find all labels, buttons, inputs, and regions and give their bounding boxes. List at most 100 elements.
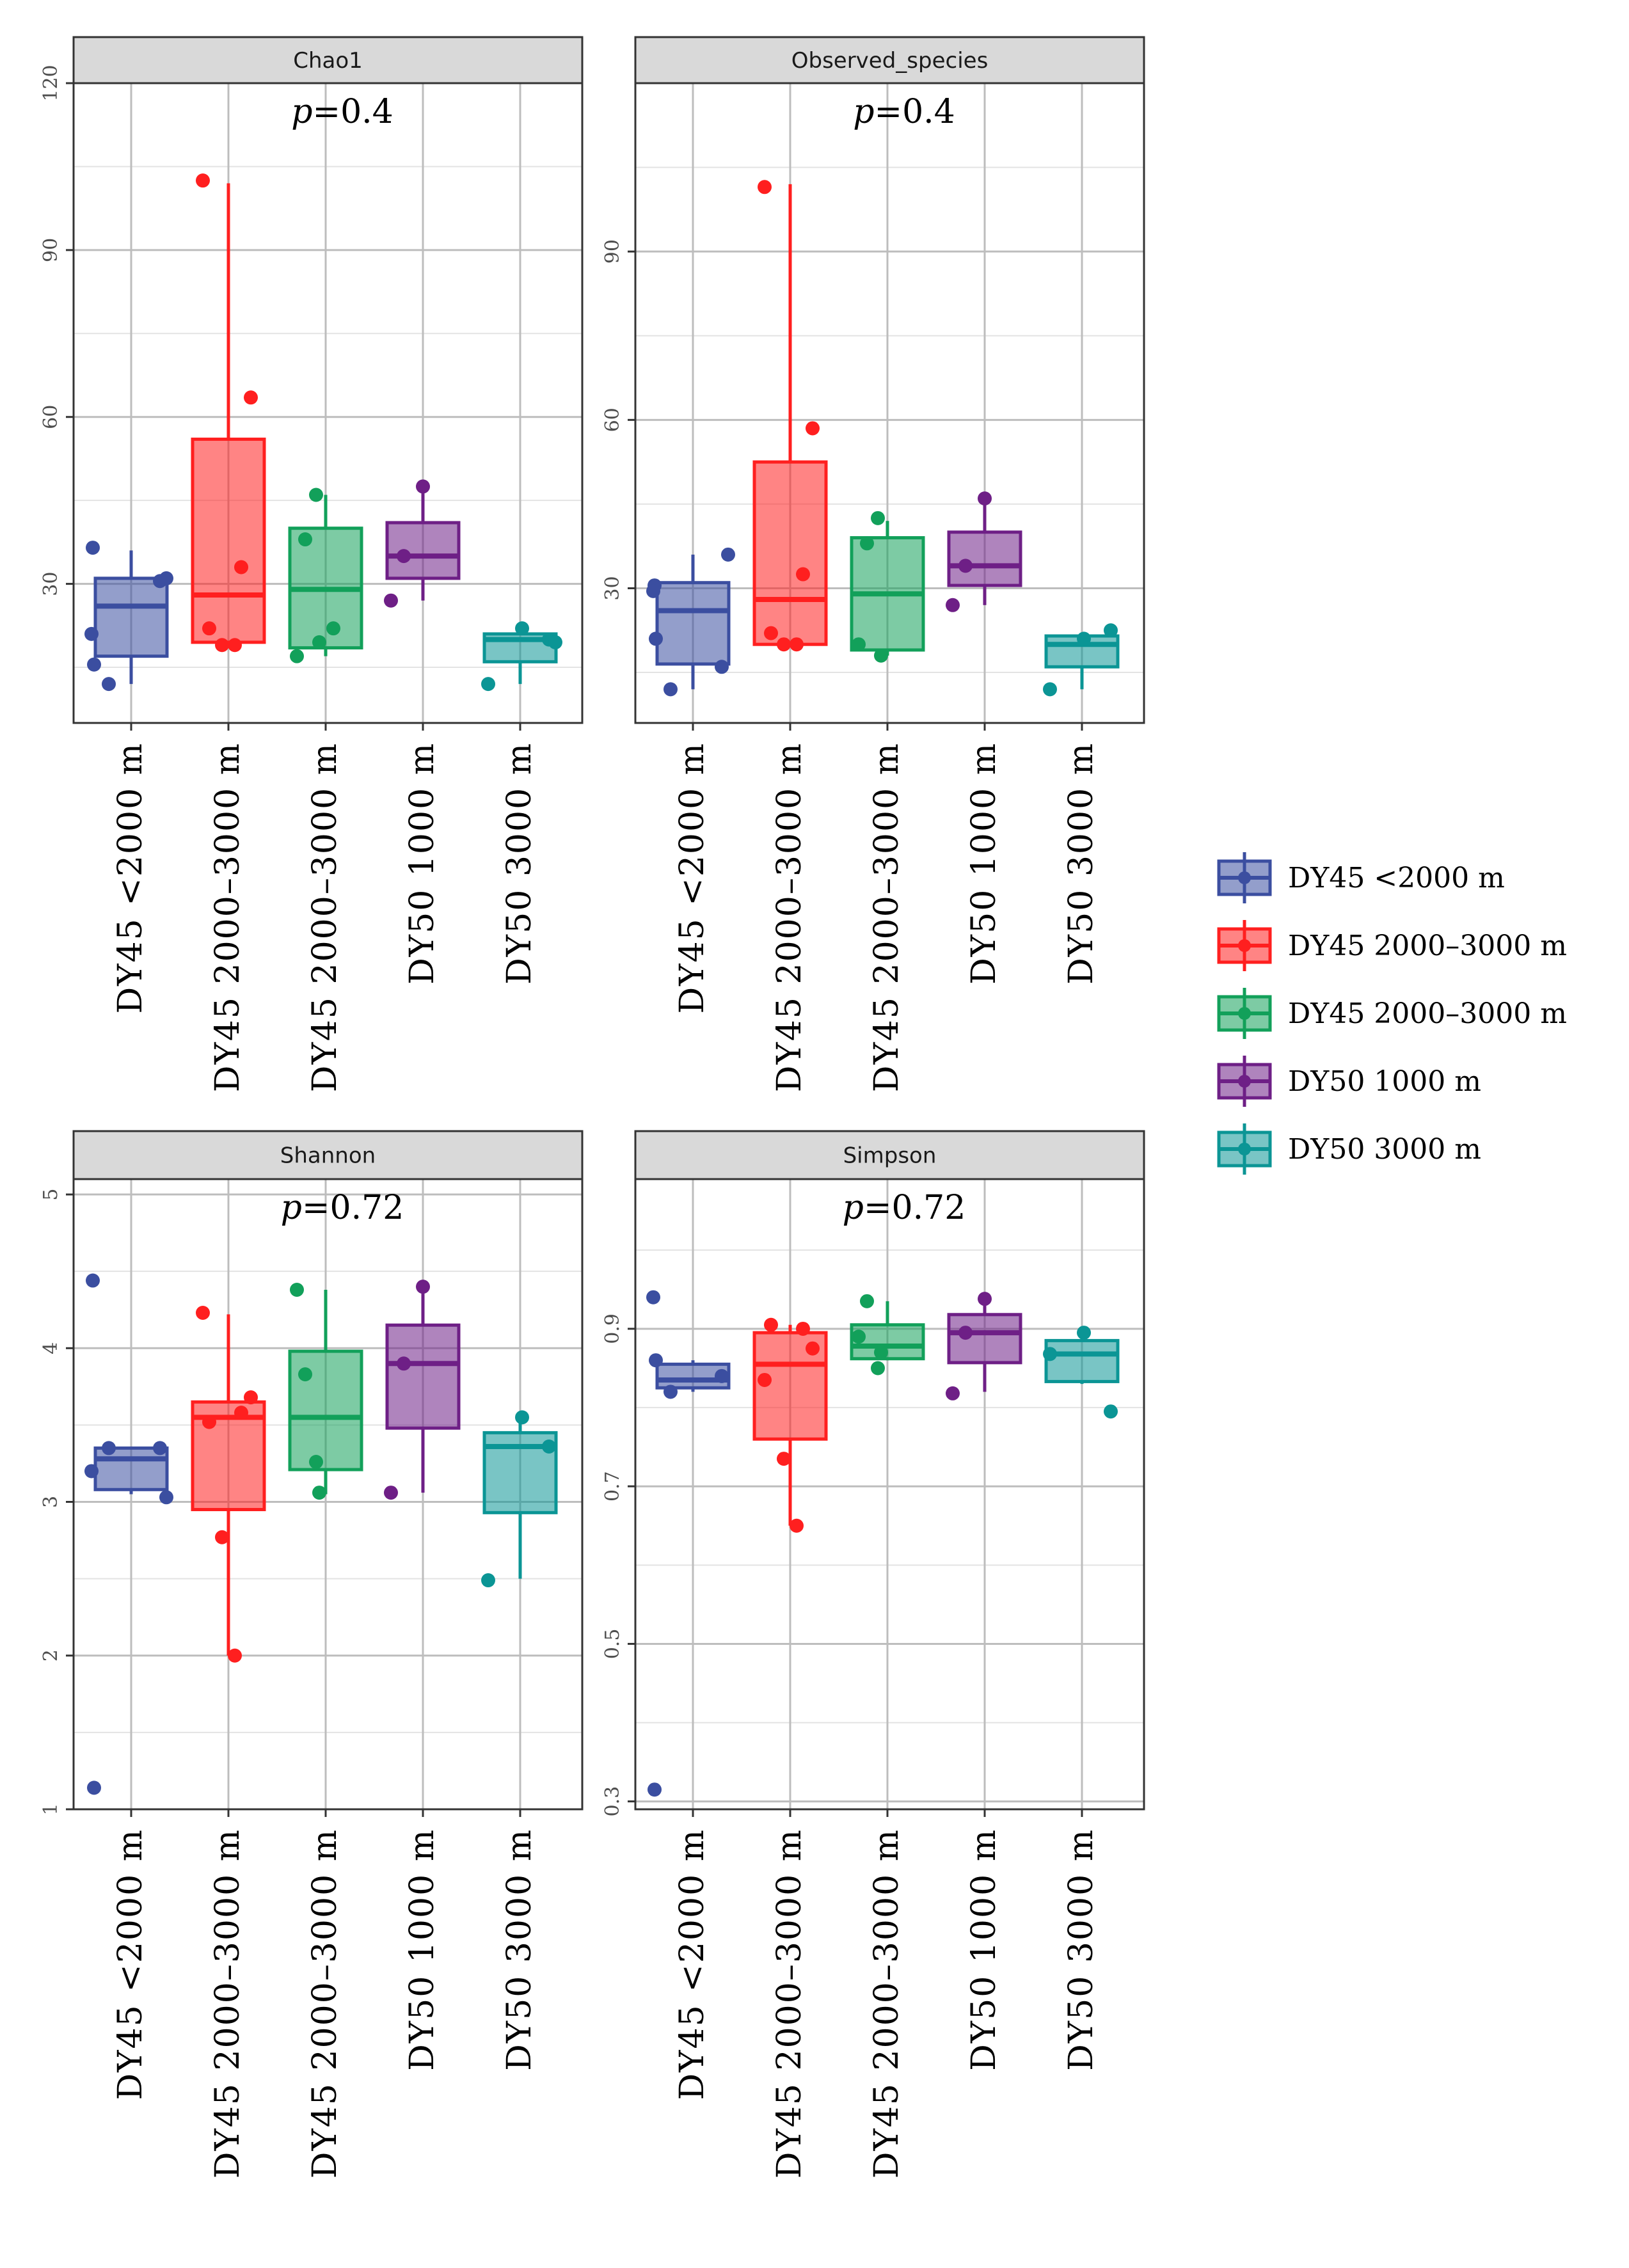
box-1 [646, 547, 735, 697]
x-tick-label: DY45 <2000 m [673, 742, 711, 1013]
p-value-label: p=0.4 [291, 93, 393, 131]
x-tick-label: DY45 <2000 m [673, 1828, 711, 2100]
facet-title: Observed_species [791, 48, 989, 74]
data-point [871, 1361, 885, 1376]
data-point [290, 1282, 304, 1297]
data-point [159, 571, 173, 585]
box-3 [850, 511, 925, 663]
p-value-label: p=0.72 [843, 1189, 966, 1227]
data-point [298, 532, 312, 547]
data-point [1077, 631, 1091, 646]
data-point [958, 559, 973, 573]
data-point [946, 598, 960, 612]
data-point [1104, 623, 1118, 638]
data-point [102, 1441, 116, 1455]
facet-strip [72, 36, 584, 84]
facet-strip [634, 36, 1145, 84]
x-tick-label: DY45 2000–3000 m [209, 1828, 247, 2178]
x-tick-label: DY45 2000–3000 m [306, 1828, 344, 2178]
data-point [874, 1345, 888, 1360]
x-tick-label: DY50 1000 m [403, 742, 441, 985]
legend-label: DY45 2000–3000 m [1288, 997, 1567, 1030]
data-point [84, 626, 99, 641]
box-1 [646, 1290, 731, 1797]
y-tick-label: 30 [601, 576, 624, 600]
data-point [796, 567, 810, 582]
data-point [664, 682, 678, 697]
data-point [86, 1273, 100, 1288]
p-value: =0.72 [302, 1189, 404, 1227]
data-point [978, 491, 992, 506]
data-point [309, 488, 323, 502]
panel-chao1: Chao1 30 60 90 120 p=0.4 DY45 <2000 m DY45 2000… [40, 36, 584, 1092]
data-point [312, 1486, 326, 1500]
data-point [764, 1317, 778, 1332]
box-4 [946, 1292, 1022, 1400]
box-body [1044, 1338, 1120, 1383]
y-tick-label: 90 [40, 238, 62, 262]
legend-key-point [1238, 1075, 1251, 1088]
data-point [202, 621, 216, 636]
x-tick-label: DY50 3000 m [500, 742, 539, 985]
data-point [102, 677, 116, 692]
data-point [416, 1280, 430, 1294]
data-point [548, 635, 562, 649]
data-point [649, 631, 663, 646]
data-point [215, 1530, 229, 1544]
data-point [290, 649, 304, 663]
data-point [481, 1573, 495, 1588]
box-4 [384, 1280, 461, 1500]
legend-item: DY45 2000–3000 m [1217, 920, 1567, 971]
data-point [1077, 1326, 1091, 1340]
y-tick-label: 3 [40, 1496, 62, 1508]
y-tick-label: 0.5 [601, 1629, 624, 1660]
x-tick-label: DY45 <2000 m [111, 742, 150, 1013]
legend-item: DY45 2000–3000 m [1217, 988, 1567, 1039]
data-point [384, 593, 398, 608]
data-point [758, 180, 772, 194]
data-point [806, 421, 820, 436]
box-body [947, 1313, 1022, 1365]
data-point [244, 390, 258, 405]
p-value: =0.4 [875, 93, 955, 131]
data-point [860, 536, 874, 551]
y-tick-label: 60 [40, 405, 62, 429]
box-body [655, 581, 731, 666]
data-point [715, 1368, 729, 1383]
legend-label: DY45 <2000 m [1288, 862, 1505, 894]
x-tick-label: DY45 2000–3000 m [209, 742, 247, 1092]
data-point [946, 1386, 960, 1400]
box-2 [191, 173, 266, 653]
box-2 [752, 1317, 828, 1533]
y-tick-label: 120 [40, 65, 62, 101]
legend-item: DY45 <2000 m [1217, 852, 1505, 903]
box-3 [288, 1282, 363, 1500]
p-value: =0.4 [313, 93, 393, 131]
facet-strip [72, 1130, 584, 1180]
legend-item: DY50 1000 m [1217, 1056, 1481, 1107]
y-tick-label: 30 [40, 572, 62, 596]
x-tick-label: DY45 <2000 m [111, 1828, 150, 2100]
box-5 [1043, 1326, 1120, 1419]
data-point [84, 1464, 99, 1479]
data-point [874, 648, 888, 663]
box-1 [84, 541, 173, 692]
legend-label: DY50 1000 m [1288, 1065, 1481, 1098]
panel-border [634, 1178, 1145, 1811]
data-point [1043, 1347, 1057, 1361]
y-tick-label: 5 [40, 1188, 62, 1200]
legend-key-point [1238, 871, 1251, 884]
data-point [384, 1486, 398, 1500]
data-point [852, 637, 866, 652]
data-point [397, 1356, 411, 1371]
data-point [648, 1782, 662, 1797]
data-point [646, 583, 660, 598]
data-point [515, 621, 529, 636]
box-body [385, 1323, 461, 1430]
legend-key-point [1238, 939, 1251, 952]
box-5 [1043, 623, 1120, 697]
y-tick-label: 4 [40, 1342, 62, 1354]
data-point [244, 1390, 258, 1405]
box-3 [850, 1294, 925, 1376]
facet-title: Chao1 [293, 48, 363, 74]
